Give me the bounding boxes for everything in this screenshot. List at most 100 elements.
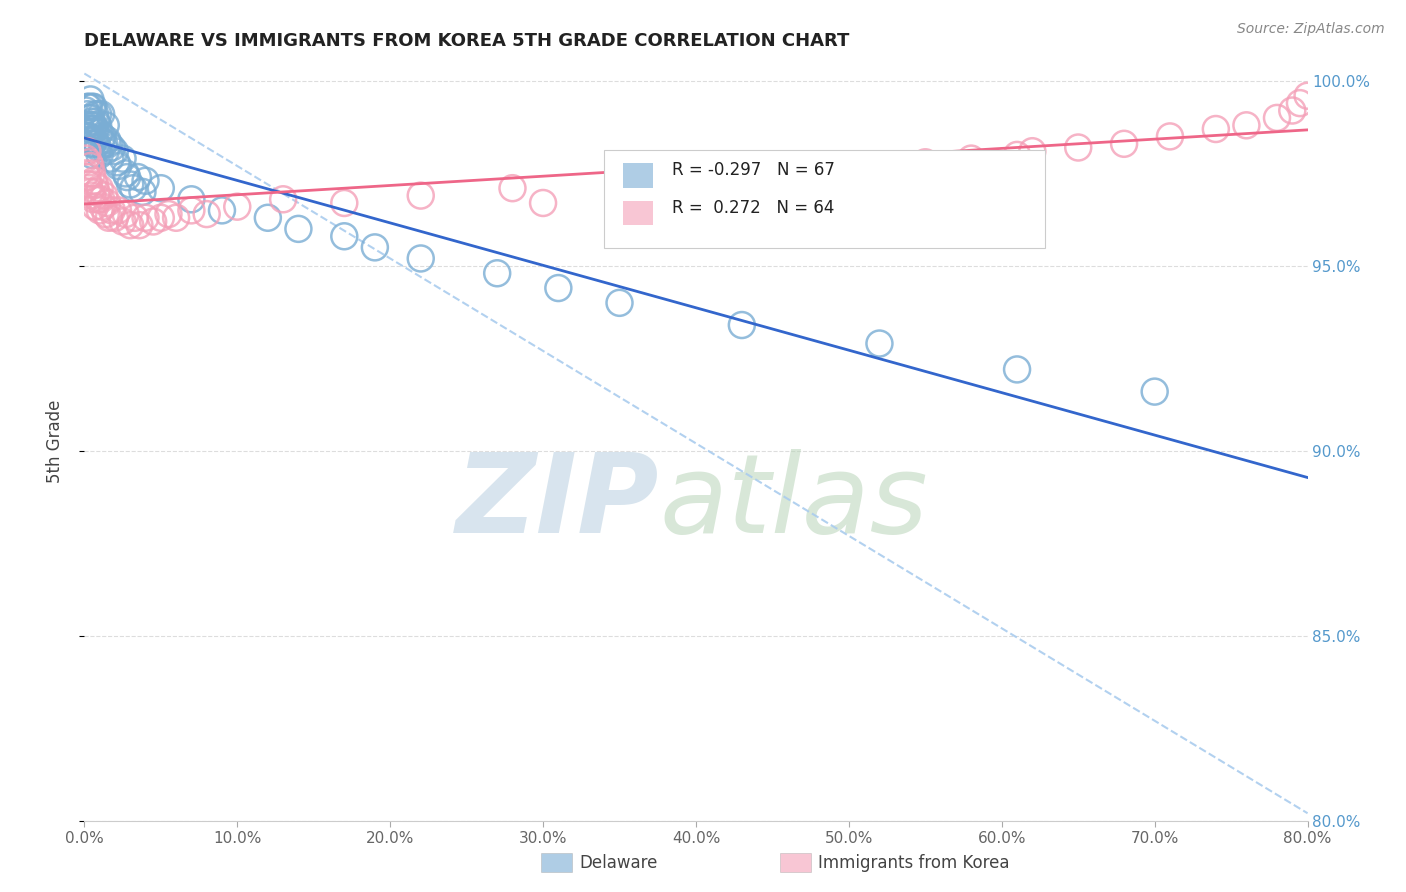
Point [409,188,432,202]
Point [87,192,110,206]
Text: R = -0.297   N = 67: R = -0.297 N = 67 [672,161,834,179]
Point [1005,362,1028,376]
Point [93,136,115,151]
Point [157,207,180,221]
Point [76,107,98,121]
Point [1021,145,1043,159]
Point [107,159,129,173]
Point [1236,118,1258,132]
Point [90,107,112,121]
Point [502,181,524,195]
Point [114,166,136,180]
Point [104,211,127,225]
Point [79,133,101,147]
Point [226,200,249,214]
Point [135,174,157,188]
Point [333,229,356,244]
Point [90,133,112,147]
Point [76,170,98,185]
Point [83,174,105,188]
Point [86,114,108,128]
Point [287,222,309,236]
Text: Delaware: Delaware [579,854,658,871]
Point [89,126,111,140]
Point [120,218,142,232]
Point [409,252,432,266]
Point [76,100,98,114]
Point [1265,111,1288,125]
Point [75,166,97,180]
Point [77,178,100,192]
Point [115,170,138,185]
Point [131,185,153,199]
Point [80,100,103,114]
Point [104,145,127,159]
Point [80,114,103,128]
Point [127,170,149,185]
Point [75,152,97,166]
Point [87,118,110,132]
Point [83,133,105,147]
Point [101,203,124,218]
Point [1143,384,1166,399]
Point [135,211,157,225]
Point [80,188,103,202]
Point [271,192,294,206]
Point [75,118,97,132]
Point [83,118,105,132]
Point [120,178,142,192]
Point [91,200,114,214]
Point [79,185,101,199]
Point [98,152,121,166]
Point [914,155,936,169]
Point [89,181,111,195]
Point [531,196,554,211]
Point [609,296,631,310]
Point [128,218,150,232]
Point [838,162,860,177]
Text: R =  0.272   N = 64: R = 0.272 N = 64 [672,199,834,217]
Point [1067,140,1090,154]
Point [122,181,145,195]
Point [111,214,134,228]
Point [79,118,101,132]
Point [142,214,165,228]
Text: Immigrants from Korea: Immigrants from Korea [818,854,1010,871]
Point [547,281,569,295]
Point [90,192,112,206]
Point [1205,122,1227,136]
Point [101,140,124,154]
Point [792,170,814,185]
Point [654,185,676,199]
Point [93,188,115,202]
Point [84,122,107,136]
Point [84,178,107,192]
Point [79,92,101,106]
Point [77,111,100,125]
Point [76,145,98,159]
Point [1005,148,1028,162]
Point [87,140,110,154]
Point [80,122,103,136]
Point [97,136,120,151]
Point [80,148,103,162]
Point [1289,96,1312,111]
Point [869,336,891,351]
Point [114,207,136,221]
Point [94,207,117,221]
Point [195,207,218,221]
FancyBboxPatch shape [605,150,1045,248]
Point [94,145,117,159]
Point [77,129,100,144]
Point [149,181,172,195]
Point [87,107,110,121]
Point [76,129,98,144]
Point [1296,88,1319,103]
Point [486,266,509,280]
FancyBboxPatch shape [623,163,654,187]
Point [84,133,107,147]
Point [180,192,202,206]
Point [609,178,631,192]
Point [731,170,754,185]
Point [211,203,233,218]
